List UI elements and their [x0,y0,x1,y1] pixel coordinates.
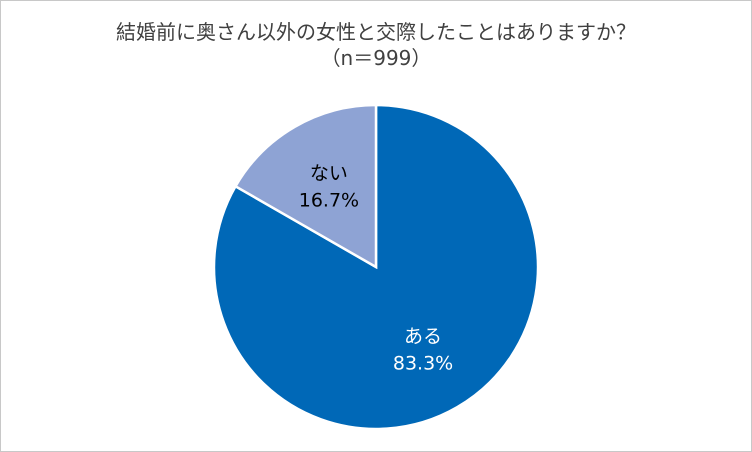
chart-subtitle: （n＝999） [320,46,432,70]
slice-value-label-1: 16.7% [299,190,359,212]
chart-title: 結婚前に奥さん以外の女性と交際したことはありますか？ [116,20,636,44]
pie-slice-1 [233,103,378,270]
slice-value-label-0: 83.3% [393,352,453,374]
slice-label-0: ある [404,325,442,347]
chart-title-block: 結婚前に奥さん以外の女性と交際したことはありますか？ （n＝999） [1,19,751,71]
slice-label-1: ない [310,163,348,185]
